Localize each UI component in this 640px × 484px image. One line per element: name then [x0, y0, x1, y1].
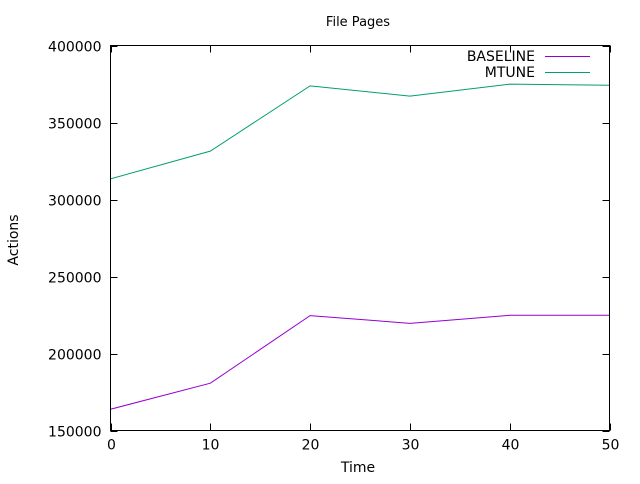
- x-tick-label: 40: [502, 438, 520, 454]
- chart-title: File Pages: [326, 15, 390, 30]
- x-axis-label: Time: [340, 460, 375, 476]
- series-line-baseline: [111, 315, 610, 409]
- y-tick-label: 400000: [48, 40, 101, 56]
- x-tick-label: 50: [602, 438, 620, 454]
- x-tick-label: 20: [302, 438, 320, 454]
- legend-label: BASELINE: [467, 49, 535, 65]
- y-tick-label: 200000: [48, 348, 101, 364]
- y-tick-label: 300000: [48, 194, 101, 210]
- y-tick-label: 150000: [48, 425, 101, 441]
- y-tick-label: 250000: [48, 271, 101, 287]
- x-tick-label: 30: [402, 438, 420, 454]
- legend-label: MTUNE: [485, 65, 535, 81]
- y-axis-label: Actions: [6, 214, 22, 265]
- series-line-mtune: [111, 84, 610, 179]
- y-tick-label: 350000: [48, 117, 101, 133]
- x-tick-label: 10: [202, 438, 220, 454]
- x-tick-label: 0: [107, 438, 116, 454]
- plot-border: [111, 46, 610, 431]
